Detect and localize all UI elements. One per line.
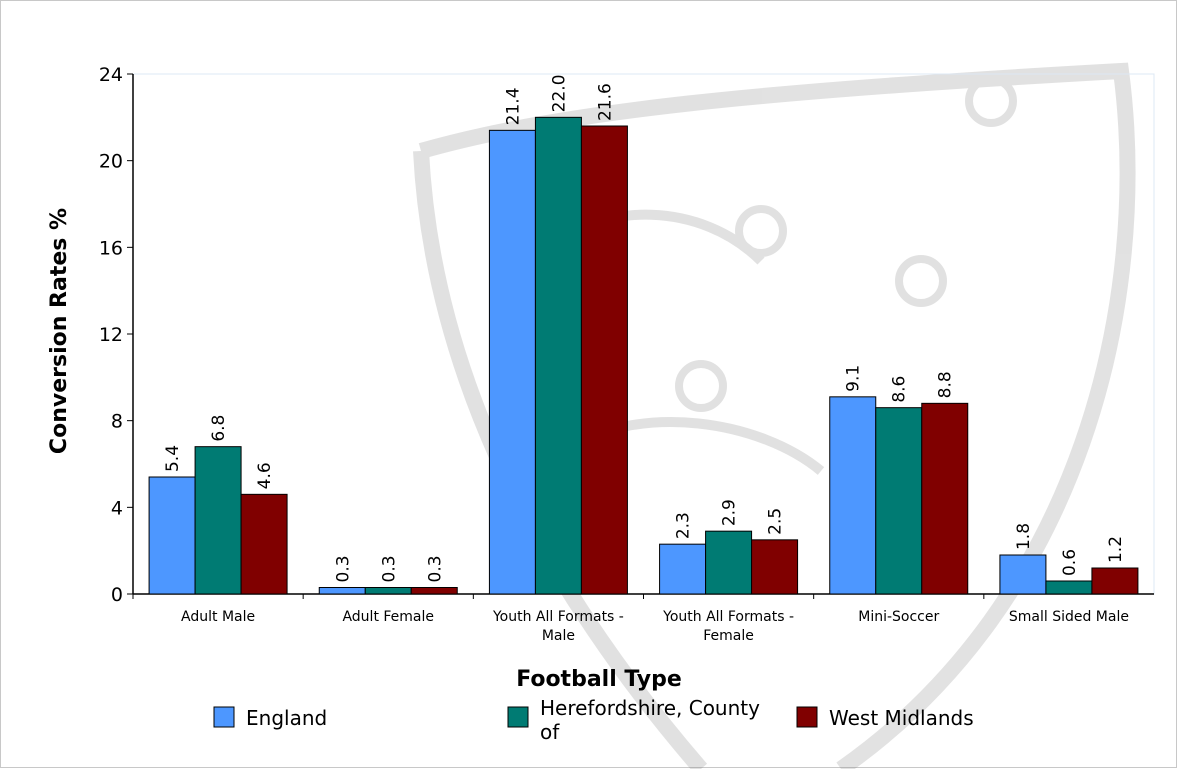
y-tick-label: 24 [99,64,123,86]
bar [410,587,458,595]
legend-swatch [507,706,529,728]
data-label: 9.1 [844,365,864,392]
bar [580,125,628,595]
data-label: 5.4 [163,445,183,472]
data-label: 2.9 [720,499,740,526]
bar [488,129,536,595]
y-ticks-group: 0 4 8 12 16 20 24 [99,64,133,606]
legend-label: West Midlands [829,706,974,730]
data-label: 22.0 [549,74,569,112]
category-label: Male [542,628,575,644]
data-label: 1.2 [1106,536,1126,563]
bar [1045,580,1093,595]
bars-group [148,116,1139,595]
legend-swatch [213,706,235,728]
category-label: Mini-Soccer [858,609,939,625]
data-label: 8.8 [936,371,956,398]
category-labels-group: Adult Male Adult Female Youth All Formats … [132,594,1129,644]
bar [705,530,753,595]
data-labels-group: 5.4 6.8 4.6 0.3 0.3 0.3 21.4 22.0 21.6 2.3 2.9 2.5 9… [163,74,1126,582]
legend-item: England [213,706,327,730]
data-label: 21.4 [503,87,523,125]
bar [829,396,877,595]
bar [148,476,196,595]
legend-item: West Midlands [796,706,974,730]
data-label: 6.8 [209,415,229,442]
bar [1091,567,1139,595]
bar [240,493,288,595]
y-tick-label: 12 [99,324,123,346]
bar [534,116,582,595]
y-tick-label: 0 [111,584,123,606]
category-label: Small Sided Male [1009,609,1129,625]
legend-label: England [246,706,327,730]
category-label: Adult Male [181,609,255,625]
category-label: Adult Female [342,609,434,625]
bar [364,587,412,595]
data-label: 1.8 [1014,523,1034,550]
data-label: 21.6 [595,83,615,121]
bar [875,407,923,595]
legend-swatch [796,706,818,728]
data-label: 0.3 [425,555,445,582]
y-tick-label: 8 [111,411,123,433]
category-label: Youth All Formats - [662,609,794,625]
bar [318,587,366,595]
bar [921,402,969,595]
x-axis-title: Football Type [516,667,682,692]
category-label: Youth All Formats - [492,609,624,625]
data-label: 0.3 [379,555,399,582]
bar [194,446,242,595]
y-tick-label: 20 [99,151,123,173]
bar [659,543,707,595]
data-label: 2.3 [674,512,694,539]
y-axis-title: Conversion Rates % [47,208,72,454]
bar [751,539,799,595]
bar [999,554,1047,595]
y-tick-label: 16 [99,237,123,259]
legend-label: of [540,720,560,744]
legend-label: Herefordshire, County [540,696,760,720]
y-tick-label: 4 [111,497,123,519]
data-label: 4.6 [255,462,275,489]
data-label: 2.5 [766,508,786,535]
data-label: 0.3 [333,555,353,582]
category-label: Female [703,628,754,644]
data-label: 8.6 [890,376,910,403]
data-label: 0.6 [1060,549,1080,576]
